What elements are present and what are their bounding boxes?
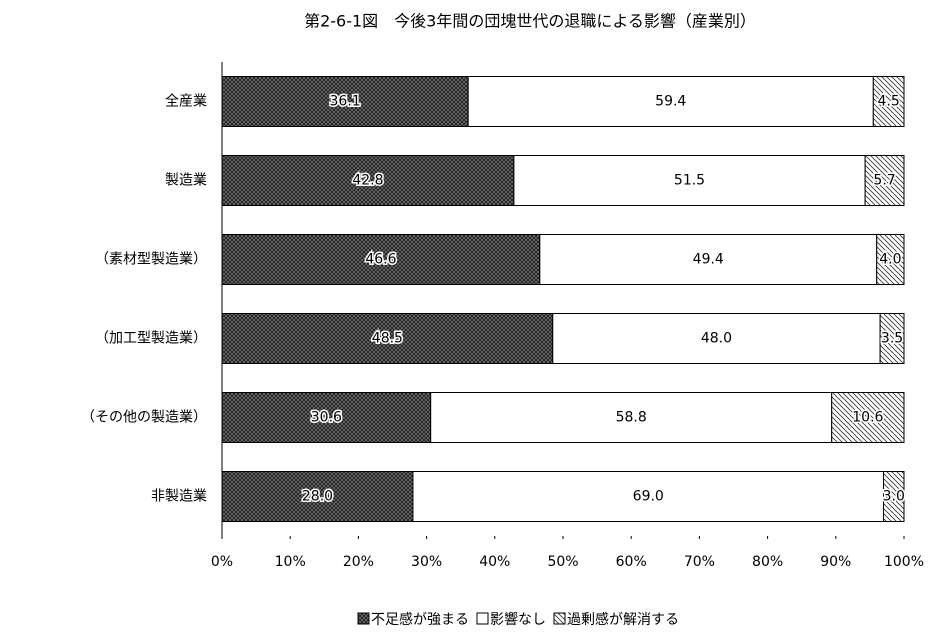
value-label: 5.7 [873, 173, 895, 189]
x-tick-label: 50% [547, 554, 578, 570]
bar-segment [221, 234, 541, 285]
bar-segment [221, 471, 414, 522]
x-tick-label: 0% [211, 554, 233, 570]
bar-segment [221, 392, 432, 443]
bar-segment [864, 155, 905, 206]
y-tick-label: 製造業 [165, 173, 207, 189]
bar-segment [221, 76, 469, 127]
value-label: 48.0 [701, 331, 732, 347]
value-label: 49.4 [693, 252, 724, 268]
legend-swatch [476, 612, 489, 625]
y-tick-label: （その他の製造業） [81, 410, 207, 426]
chart-title: 第2-6-1図 今後3年間の団塊世代の退職による影響（産業別） [304, 12, 756, 31]
value-label: 28.0 [302, 489, 333, 505]
x-tick-label: 10% [275, 554, 306, 570]
x-tick-label: 70% [684, 554, 715, 570]
y-tick-label: 全産業 [165, 93, 207, 110]
bar-segment [831, 392, 905, 443]
value-label: 3.5 [881, 331, 903, 347]
value-label: 51.5 [674, 173, 705, 189]
value-label: 3.0 [883, 489, 905, 505]
bar-segment [552, 313, 881, 364]
bar-segment [539, 234, 878, 285]
bar-segment [221, 155, 515, 206]
legend-label: 不足感が強まる [371, 611, 469, 628]
value-label: 69.0 [633, 489, 664, 505]
bar-segment [221, 313, 554, 364]
bar-segment [876, 234, 905, 285]
legend-swatch [357, 612, 370, 625]
value-label: 46.6 [365, 252, 396, 268]
x-tick-label: 100% [884, 554, 924, 570]
y-tick-label: 非製造業 [151, 489, 207, 505]
value-label: 42.8 [352, 173, 383, 189]
value-label: 4.0 [879, 252, 901, 268]
value-label: 59.4 [655, 94, 686, 110]
x-tick-label: 30% [411, 554, 442, 570]
bar-segment [883, 471, 905, 522]
y-tick-label: （素材型製造業） [95, 252, 207, 268]
x-tick-label: 90% [820, 554, 851, 570]
x-tick-label: 20% [343, 554, 374, 570]
y-tick-label: （加工型製造業） [95, 331, 207, 347]
legend-label: 影響なし [490, 611, 546, 628]
bar-segment [467, 76, 874, 127]
value-label: 10.6 [852, 410, 883, 426]
legend-swatch [553, 612, 566, 625]
value-label: 58.8 [616, 410, 647, 426]
bar-segment [430, 392, 833, 443]
bar-segment [872, 76, 905, 127]
bar-segment [513, 155, 866, 206]
value-label: 48.5 [372, 331, 403, 347]
bar-segment [879, 313, 905, 364]
legend-label: 過剰感が解消する [567, 611, 679, 628]
value-label: 36.1 [330, 94, 361, 110]
x-tick-label: 40% [479, 554, 510, 570]
value-label: 30.6 [311, 410, 342, 426]
value-label: 4.5 [878, 94, 900, 110]
x-tick-label: 80% [752, 554, 783, 570]
x-tick-label: 60% [616, 554, 647, 570]
